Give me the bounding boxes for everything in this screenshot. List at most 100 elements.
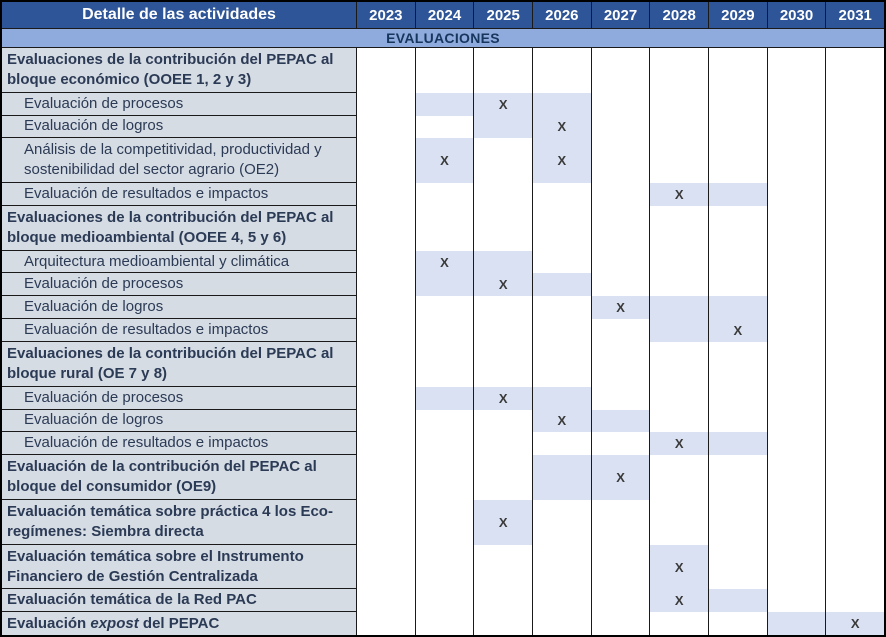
year-cell-2025 xyxy=(473,544,533,590)
table-row: Evaluaciones de la contribución del PEPA… xyxy=(2,48,885,93)
year-cell-2029 xyxy=(708,455,767,500)
row-label: Evaluación de logros xyxy=(2,409,356,433)
year-cell-2027 xyxy=(590,48,650,93)
year-cell-2023 xyxy=(356,432,415,456)
year-cell-2024 xyxy=(414,296,474,320)
activities-header-cell: Detalle de las actividades xyxy=(2,2,356,28)
year-cell-2031 xyxy=(825,455,885,500)
year-header-2030: 2030 xyxy=(766,2,826,28)
x-mark: X xyxy=(440,254,449,270)
year-cell-2025 xyxy=(473,589,533,613)
year-cell-2027 xyxy=(590,612,650,636)
table-row: Evaluación de procesos X xyxy=(2,386,885,410)
row-label-text: Evaluación temática sobre el Instrumento… xyxy=(7,547,304,585)
row-label: Evaluación de resultados e impactos xyxy=(2,432,356,456)
year-cell-2031 xyxy=(825,499,885,545)
year-cell-2023 xyxy=(356,319,415,343)
year-cell-2030 xyxy=(766,138,826,184)
italic-text: expost xyxy=(90,614,139,632)
year-cell-2023 xyxy=(356,273,415,297)
year-cell-2029: X xyxy=(708,319,767,343)
year-cell-2024 xyxy=(414,273,474,297)
year-cell-2026 xyxy=(532,455,591,500)
year-cell-2025 xyxy=(473,183,533,206)
year-cell-2031 xyxy=(825,48,885,93)
year-cell-2030 xyxy=(766,544,826,590)
year-cell-2030 xyxy=(766,319,826,343)
year-cell-2025 xyxy=(473,48,533,93)
row-label: Análisis de la competitividad, productiv… xyxy=(2,138,356,184)
year-cell-2029 xyxy=(708,499,767,545)
year-cell-2029 xyxy=(708,115,767,139)
year-cell-2030 xyxy=(766,250,826,274)
year-cell-2028 xyxy=(649,48,709,93)
year-cell-2030 xyxy=(766,409,826,433)
year-header-2024: 2024 xyxy=(414,2,474,28)
year-cell-2031 xyxy=(825,386,885,410)
year-cell-2027 xyxy=(590,138,650,184)
table-row: Evaluación de logros X xyxy=(2,115,885,139)
row-label-text: Evaluación de procesos xyxy=(24,388,184,406)
year-header-cols: 2023 2024 2025 2026 2027 2028 2029 2030 2031 xyxy=(356,2,884,28)
x-mark: X xyxy=(557,153,567,169)
year-header-2027: 2027 xyxy=(590,2,650,28)
year-cell-2023 xyxy=(356,92,415,116)
year-cell-2027 xyxy=(590,92,650,116)
year-cell-2029 xyxy=(708,138,767,184)
year-cell-2031 xyxy=(825,183,885,206)
year-cell-2031 xyxy=(825,138,885,184)
year-cell-2031 xyxy=(825,432,885,456)
table-row: Evaluación de resultados e impactos X xyxy=(2,432,885,456)
year-cell-2026 xyxy=(532,499,591,545)
year-cell-2028: X xyxy=(649,589,709,613)
year-cell-2027 xyxy=(590,115,650,139)
x-mark: X xyxy=(440,153,449,169)
year-cell-2029 xyxy=(708,205,767,251)
year-cell-2029 xyxy=(708,386,767,410)
row-label: Evaluación de logros xyxy=(2,296,356,320)
year-cell-2028 xyxy=(649,319,709,343)
row-label: Evaluación temática sobre el Instrumento… xyxy=(2,544,356,590)
year-cell-2026: X xyxy=(532,409,591,433)
year-cell-2024 xyxy=(414,432,474,456)
year-cell-2031 xyxy=(825,589,885,613)
row-label: Evaluación de procesos xyxy=(2,92,356,116)
year-cell-2025 xyxy=(473,342,533,387)
table-row: Evaluación de resultados e impactos X xyxy=(2,319,885,343)
year-cell-2023 xyxy=(356,612,415,636)
year-cell-2024 xyxy=(414,183,474,206)
table-row: Análisis de la competitividad, productiv… xyxy=(2,138,885,184)
year-header-2029: 2029 xyxy=(708,2,767,28)
year-cell-2031 xyxy=(825,115,885,139)
year-cell-2030 xyxy=(766,273,826,297)
year-cell-2025 xyxy=(473,138,533,184)
year-cell-2031 xyxy=(825,544,885,590)
year-cell-2026 xyxy=(532,589,591,613)
year-cell-2023 xyxy=(356,386,415,410)
row-label: Evaluación de resultados e impactos xyxy=(2,319,356,343)
evaluaciones-band-label: EVALUACIONES xyxy=(386,30,500,46)
year-cell-2029 xyxy=(708,92,767,116)
activities-header-label: Detalle de las actividades xyxy=(82,6,276,23)
year-cell-2026 xyxy=(532,432,591,456)
table-row: Evaluación de la contribución del PEPAC … xyxy=(2,455,885,500)
year-cell-2029 xyxy=(708,342,767,387)
year-cell-2030 xyxy=(766,183,826,206)
year-cell-2030 xyxy=(766,499,826,545)
table-row: Evaluación de logros X xyxy=(2,296,885,320)
year-cell-2028 xyxy=(649,342,709,387)
row-label-text: Evaluación de procesos xyxy=(24,275,184,293)
year-cell-2028 xyxy=(649,455,709,500)
table-row: Evaluación de resultados e impactos X xyxy=(2,183,885,206)
year-cell-2027 xyxy=(590,273,650,297)
row-label-text: Evaluación expost del PEPAC xyxy=(7,614,220,632)
year-cell-2025 xyxy=(473,319,533,343)
year-cell-2031 xyxy=(825,250,885,274)
year-cell-2023 xyxy=(356,455,415,500)
year-cell-2025 xyxy=(473,250,533,274)
table-row: Evaluación de procesos X xyxy=(2,273,885,297)
table-row: Evaluación temática de la Red PAC X xyxy=(2,589,885,613)
x-mark: X xyxy=(674,187,684,203)
row-label-text: Evaluaciones de la contribución del PEPA… xyxy=(7,50,334,88)
